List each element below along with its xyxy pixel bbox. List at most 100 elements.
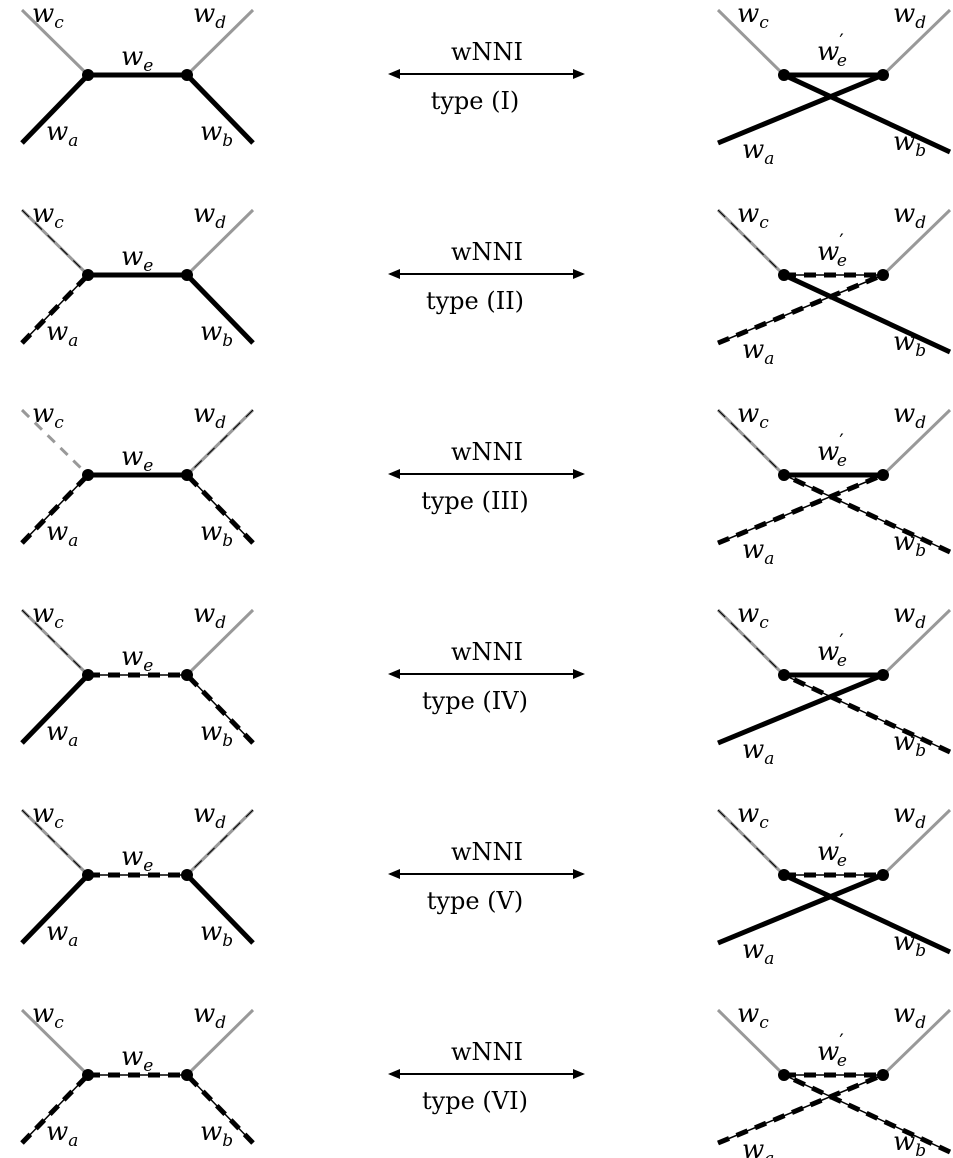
edge-wb [782,672,952,755]
label-we-prime: w′ e [817,429,847,471]
edge-wd [881,1008,952,1077]
label-wb: wb [200,717,233,751]
edge-wd [185,8,255,77]
row-2: wc wd we wa wb wNNI type (II) wc wd w′ e wa wb [20,199,952,369]
edge-wb [782,872,952,955]
label-wa: wa [742,135,774,169]
label-wc: wc [737,0,769,33]
label-wd: wd [893,599,926,633]
label-we-prime: w′ e [817,1029,847,1071]
right-tree: wc wd w′e wa wb [716,799,952,969]
edge-wb [185,1073,255,1145]
edge-wc [20,8,90,77]
type-label: type (IV) [422,687,528,715]
vertex-left [82,869,94,881]
edge-wa [717,872,884,946]
vertex-right [181,669,193,681]
edge-wc [20,1008,90,1077]
operation-label: wNNI [451,638,523,666]
wnni-arrow: wNNI type (V) [388,838,585,915]
edge-wb [185,273,255,345]
edge-wa [20,873,90,945]
vertex-right [877,669,889,681]
label-wb: wb [200,1117,233,1151]
edge-wc [20,408,90,477]
operation-label: wNNI [451,238,523,266]
label-wd: wd [193,399,226,433]
edge-wd [185,808,255,877]
edge-wc [716,8,786,77]
label-wc: wc [32,799,64,833]
vertex-left [778,469,790,481]
label-we: we [121,242,153,276]
label-wb: wb [893,327,926,361]
edge-wb [185,873,255,945]
edge-wc [20,208,90,277]
edge-wb [185,73,255,145]
label-wa: wa [46,917,78,951]
label-wc: wc [32,399,64,433]
row-6: wc wd we wa wb wNNI type (VI) wc wd w′e wa wb [20,999,952,1158]
edge-wd [185,208,255,277]
label-wc: wc [737,799,769,833]
vertex-right [181,869,193,881]
wnni-arrow: wNNI type (II) [388,238,585,315]
edge-wa [717,672,884,746]
label-wc: wc [32,199,64,233]
label-wd: wd [193,0,226,33]
label-wc: wc [737,399,769,433]
vertex-left [778,269,790,281]
edge-wc [20,608,90,677]
label-wa: wa [46,517,78,551]
label-wa: wa [46,717,78,751]
operation-label: wNNI [451,438,523,466]
edge-wd [881,8,952,77]
row-5: wc wd we wa wb wNNI type (V) wc wd w′ e wa wb [20,799,952,969]
type-label: type (VI) [422,1087,528,1115]
edge-wa [20,273,90,345]
label-wa: wa [742,335,774,369]
label-wb: wb [893,527,926,561]
row-4: wc wd we wa wb wNNI type (IV) wc wd w′ e wa wb [20,599,952,769]
vertex-right [877,869,889,881]
type-label: type (III) [421,487,529,515]
left-tree: wc wd we wa wb [20,599,255,751]
label-wc: wc [737,599,769,633]
edge-wb [782,72,952,155]
edge-wd [185,1008,255,1077]
edge-wc [716,1008,786,1077]
vertex-left [778,669,790,681]
wnni-arrow: wNNI type (I) [388,38,585,115]
label-we-prime: w′ e [817,229,847,271]
label-we: we [121,1042,153,1076]
label-wd: wd [893,199,926,233]
row-3: wc wd we wa wb wNNI type (III) wc wd w′ e wa wb [20,399,952,569]
edge-wd [881,208,952,277]
label-we-prime: w′ e [817,829,847,871]
label-wa: wa [742,535,774,569]
label-wc: wc [32,0,64,33]
label-wa: wa [742,735,774,769]
vertex-left [82,269,94,281]
vertex-left [778,69,790,81]
type-label: type (V) [427,887,523,915]
edge-wd [185,408,255,477]
label-wb: wb [200,917,233,951]
vertex-right [877,469,889,481]
label-wd: wd [193,999,226,1033]
label-wd: wd [893,799,926,833]
edge-wa [717,1072,884,1146]
label-wd: wd [193,599,226,633]
label-wc: wc [32,999,64,1033]
operation-label: wNNI [451,838,523,866]
label-wa: wa [46,317,78,351]
right-tree: wc wd w′e wa wb [716,999,952,1158]
vertex-right [181,269,193,281]
vertex-right [877,69,889,81]
label-we-prime: w′ e [817,629,847,671]
label-wc: wc [737,199,769,233]
row-1: wc wd we wa wb wNNI type (I) wc wd w′ e wa wb [20,0,952,169]
label-wc: wc [32,599,64,633]
right-tree: wc wd w′e wa wb [716,199,952,369]
